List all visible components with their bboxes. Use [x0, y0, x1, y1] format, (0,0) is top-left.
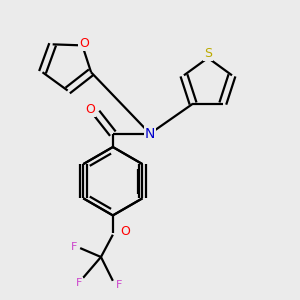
Text: F: F [76, 278, 82, 288]
Text: F: F [116, 280, 122, 290]
Text: O: O [120, 225, 130, 238]
Text: N: N [145, 127, 155, 141]
Text: F: F [71, 242, 77, 252]
Text: O: O [79, 38, 89, 50]
Text: S: S [204, 47, 212, 60]
Text: O: O [85, 103, 95, 116]
